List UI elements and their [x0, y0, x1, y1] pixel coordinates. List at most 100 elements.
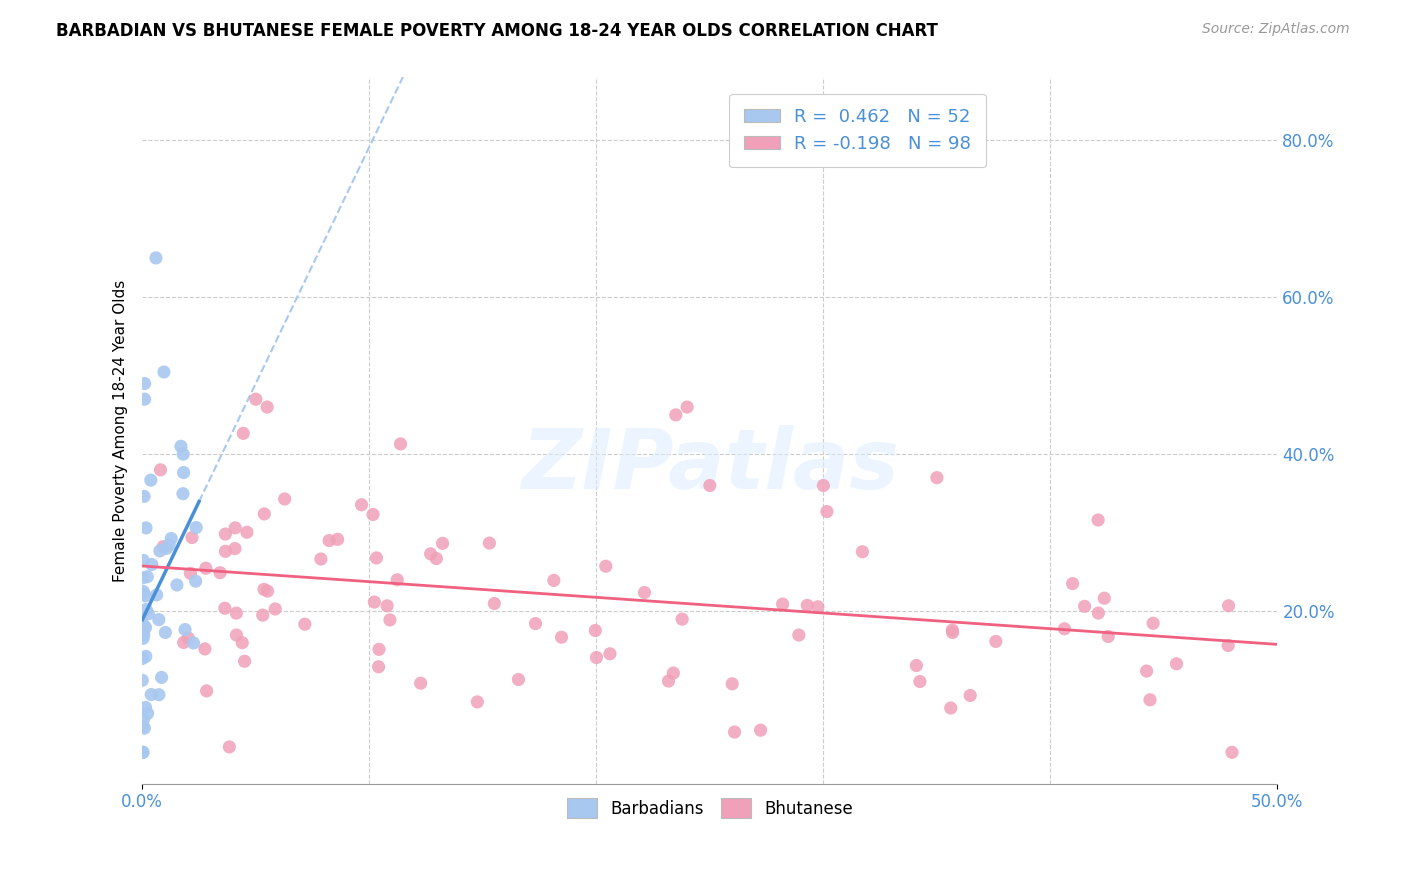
Point — [183, 636, 205, 650]
Point — [132, 626, 155, 640]
Point — [671, 612, 693, 626]
Point — [1142, 616, 1164, 631]
Point — [136, 570, 159, 584]
Point — [294, 617, 316, 632]
Point — [585, 650, 607, 665]
Point — [134, 376, 156, 391]
Point — [214, 601, 236, 615]
Point — [1087, 606, 1109, 620]
Point — [256, 584, 278, 599]
Point — [939, 701, 962, 715]
Point — [1092, 591, 1115, 606]
Point — [157, 538, 180, 552]
Text: ZIPatlas: ZIPatlas — [520, 425, 898, 507]
Y-axis label: Female Poverty Among 18-24 Year Olds: Female Poverty Among 18-24 Year Olds — [114, 279, 128, 582]
Point — [132, 571, 155, 585]
Point — [177, 631, 200, 645]
Point — [136, 706, 159, 721]
Point — [389, 437, 412, 451]
Point — [132, 745, 155, 759]
Point — [170, 439, 193, 453]
Point — [508, 673, 530, 687]
Point — [166, 578, 188, 592]
Point — [1220, 745, 1243, 759]
Point — [139, 473, 162, 487]
Point — [152, 540, 174, 554]
Point — [194, 561, 217, 575]
Point — [1218, 599, 1240, 613]
Point — [132, 713, 155, 727]
Point — [253, 507, 276, 521]
Point — [375, 599, 398, 613]
Point — [233, 654, 256, 668]
Point — [174, 623, 197, 637]
Point — [309, 552, 332, 566]
Point — [224, 541, 246, 556]
Point — [595, 559, 617, 574]
Point — [224, 521, 246, 535]
Point — [184, 574, 207, 588]
Point — [225, 606, 247, 620]
Point — [195, 684, 218, 698]
Point — [149, 463, 172, 477]
Point — [1135, 664, 1157, 678]
Point — [1062, 576, 1084, 591]
Point — [252, 608, 274, 623]
Point — [135, 521, 157, 535]
Point — [368, 642, 391, 657]
Point — [815, 505, 838, 519]
Point — [173, 635, 195, 649]
Point — [231, 636, 253, 650]
Point — [150, 670, 173, 684]
Point — [132, 719, 155, 733]
Point — [366, 551, 388, 566]
Point — [772, 597, 794, 611]
Point — [657, 674, 679, 689]
Point — [387, 573, 409, 587]
Point — [132, 553, 155, 567]
Point — [807, 599, 830, 614]
Point — [134, 392, 156, 407]
Point — [256, 400, 278, 414]
Point — [186, 520, 208, 534]
Point — [318, 533, 340, 548]
Point — [467, 695, 489, 709]
Point — [131, 673, 153, 688]
Point — [984, 634, 1007, 648]
Point — [232, 426, 254, 441]
Point — [1166, 657, 1188, 671]
Point — [676, 400, 699, 414]
Point — [132, 628, 155, 642]
Point — [813, 478, 835, 492]
Point — [153, 365, 176, 379]
Point — [135, 700, 157, 714]
Point — [543, 574, 565, 588]
Point — [155, 625, 177, 640]
Text: BARBADIAN VS BHUTANESE FEMALE POVERTY AMONG 18-24 YEAR OLDS CORRELATION CHART: BARBADIAN VS BHUTANESE FEMALE POVERTY AM… — [56, 22, 938, 40]
Point — [236, 525, 259, 540]
Point — [409, 676, 432, 690]
Point — [363, 595, 385, 609]
Point — [378, 613, 401, 627]
Point — [149, 544, 172, 558]
Point — [132, 632, 155, 646]
Point — [665, 408, 688, 422]
Point — [721, 677, 744, 691]
Legend: Barbadians, Bhutanese: Barbadians, Bhutanese — [561, 791, 859, 825]
Point — [787, 628, 810, 642]
Point — [796, 599, 818, 613]
Point — [749, 723, 772, 738]
Point — [214, 544, 236, 558]
Point — [699, 478, 721, 492]
Point — [138, 607, 160, 621]
Point — [1087, 513, 1109, 527]
Point — [941, 623, 963, 637]
Point — [209, 566, 232, 580]
Point — [550, 630, 572, 644]
Point — [245, 392, 267, 407]
Point — [145, 251, 167, 265]
Point — [478, 536, 501, 550]
Point — [181, 531, 204, 545]
Point — [148, 613, 170, 627]
Point — [925, 471, 948, 485]
